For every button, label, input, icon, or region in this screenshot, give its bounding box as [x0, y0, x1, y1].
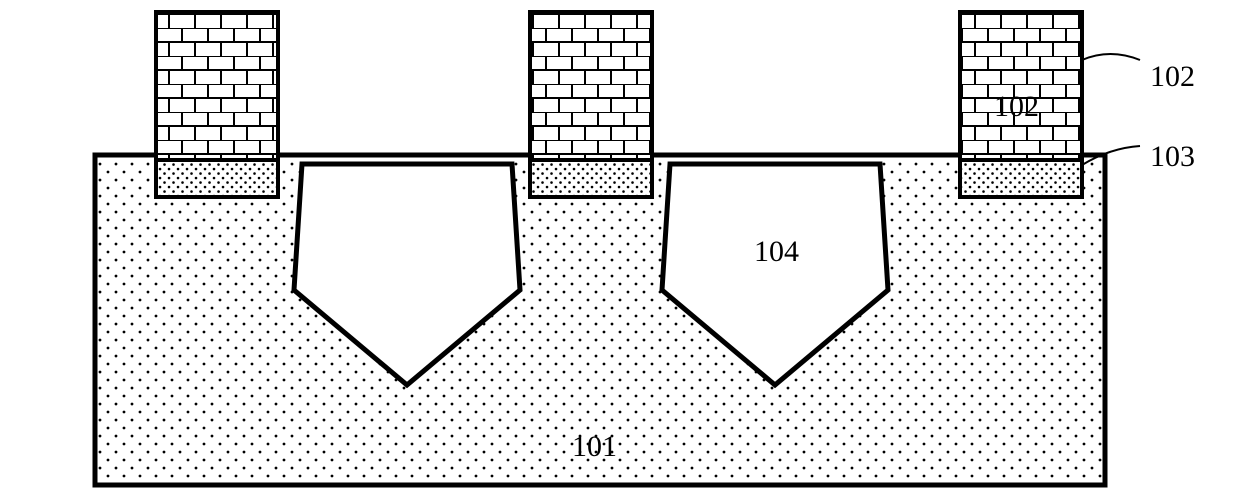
gate-block [960, 12, 1082, 160]
under-gate-strip [156, 159, 278, 197]
callout-leaders [1082, 54, 1140, 165]
diagram-svg [0, 0, 1240, 504]
callout-leader [1082, 54, 1140, 60]
gate-block [156, 12, 278, 160]
diagram-stage: 101 104 102 102 103 [0, 0, 1240, 504]
label-104: 104 [754, 235, 799, 269]
under-gate-strip [960, 159, 1082, 197]
callout-label-103: 103 [1150, 140, 1195, 174]
gate-blocks [156, 12, 1082, 160]
gate-block [530, 12, 652, 160]
callout-label-102: 102 [1150, 60, 1195, 94]
under-gate-strip [530, 159, 652, 197]
label-102-in-block: 102 [994, 90, 1039, 124]
label-101: 101 [572, 430, 617, 464]
